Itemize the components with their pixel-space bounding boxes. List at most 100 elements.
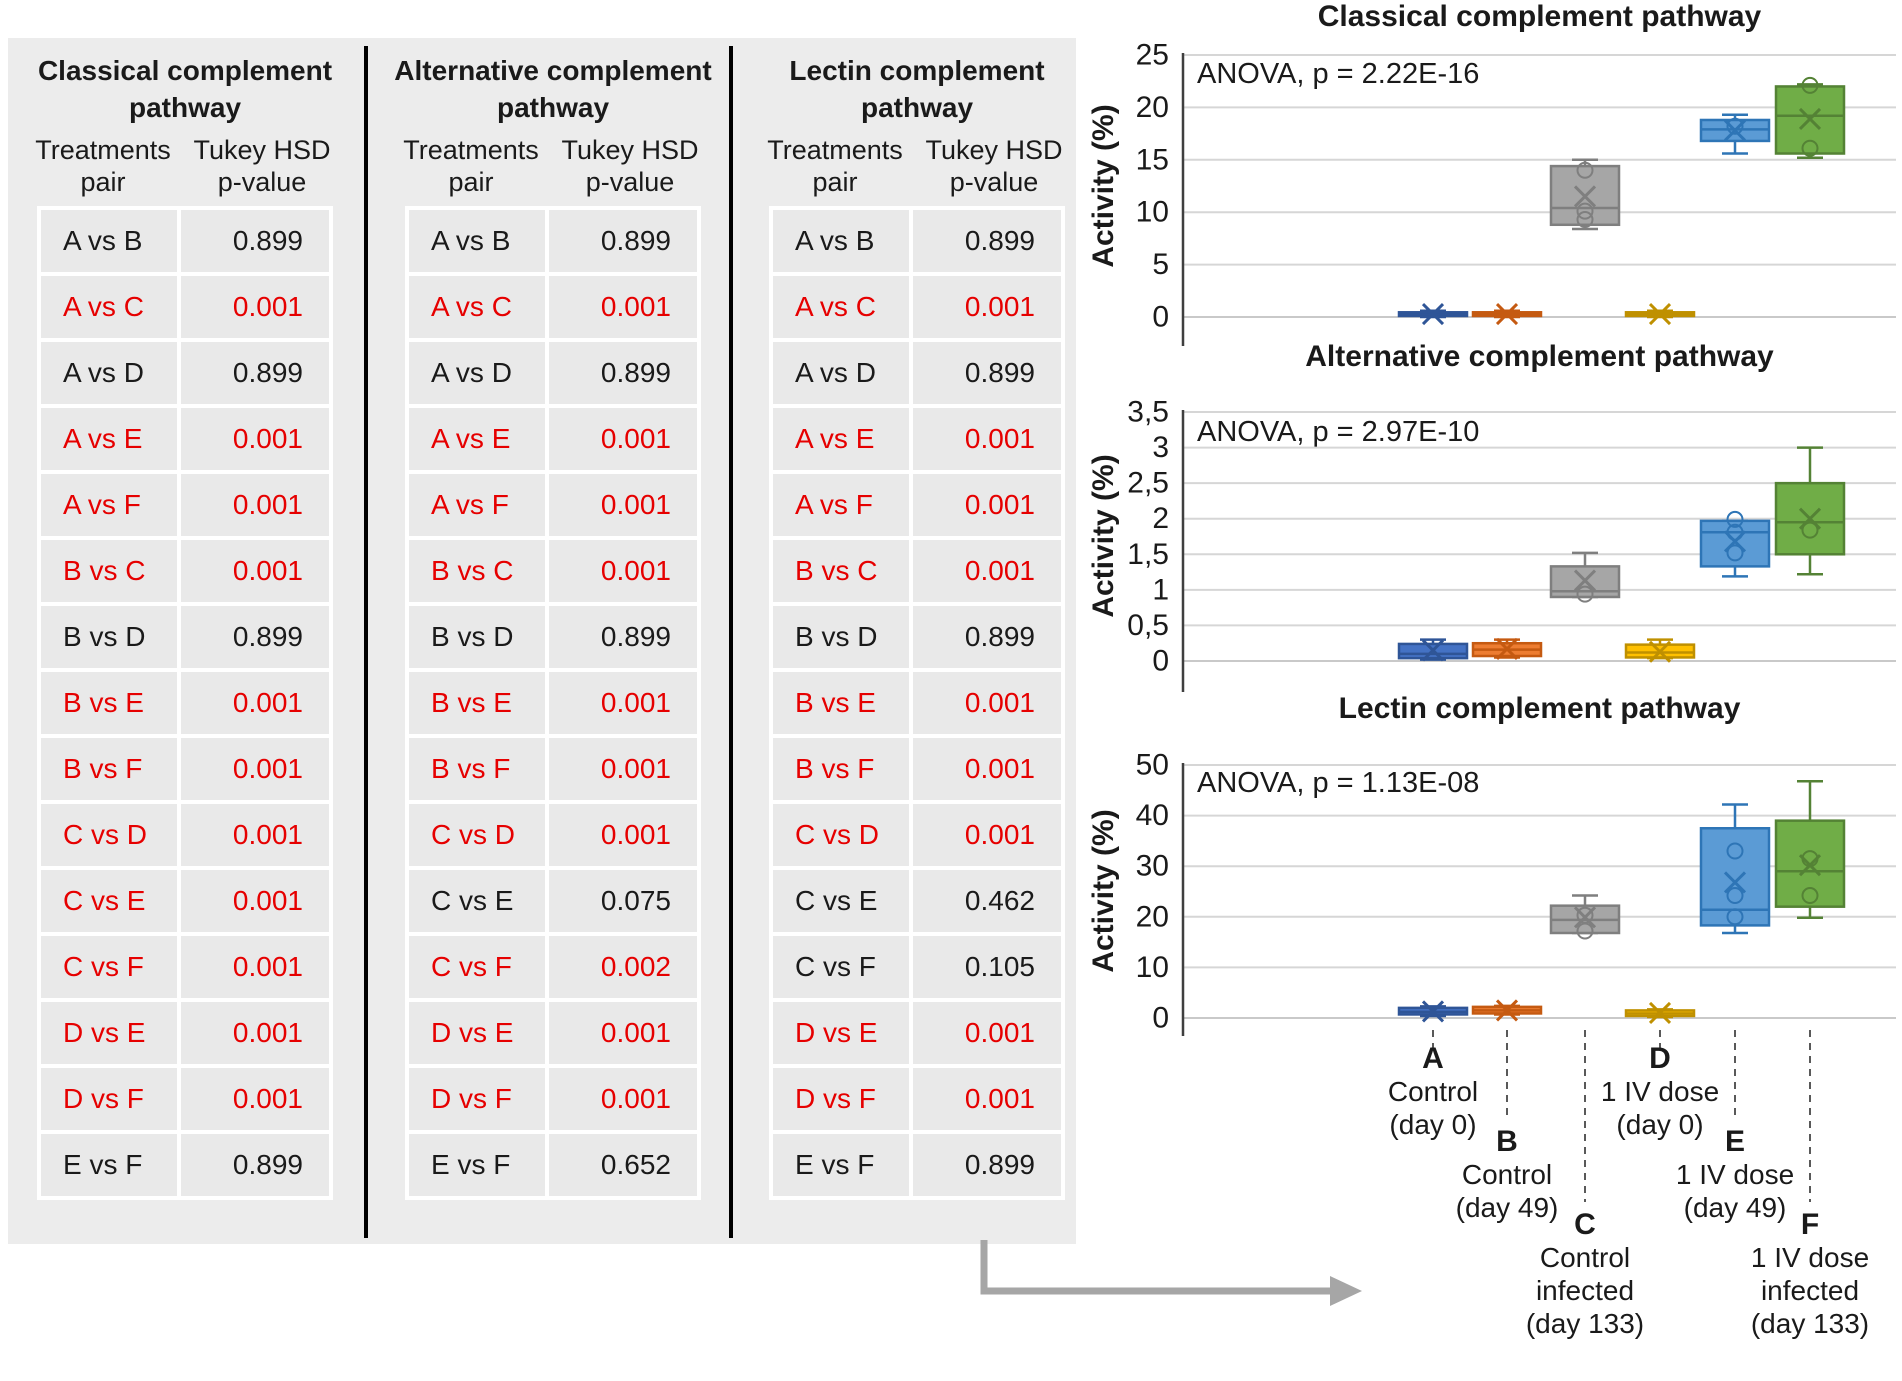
y-tick-label: 40 <box>1136 799 1169 832</box>
arrow-line <box>980 1240 1330 1295</box>
box-C <box>1549 551 1621 603</box>
group-label-line: (day 133) <box>1525 1308 1645 1339</box>
group-label-line: (day 0) <box>1389 1109 1477 1140</box>
column-header-pair: Treatments pair <box>35 135 171 197</box>
table-header: Treatments pair Tukey HSD p-value <box>20 134 350 198</box>
pvalue-cell: 0.899 <box>181 606 329 668</box>
pvalue-cell: 0.001 <box>181 1068 329 1130</box>
box-rect <box>1624 643 1696 659</box>
outlier-point <box>1726 117 1744 135</box>
anova-text-lectin: ANOVA, p = 1.13E-08 <box>1197 767 1480 799</box>
group-label-line: (day 0) <box>1616 1109 1704 1140</box>
box-rect <box>1624 311 1696 318</box>
pvalue-cell: 0.899 <box>913 606 1061 668</box>
box-D <box>1624 1001 1696 1025</box>
pvalue-cell: 0.001 <box>913 408 1061 470</box>
y-tick-label: 20 <box>1136 900 1169 933</box>
pair-cell: B vs D <box>409 606 545 668</box>
box-A <box>1397 303 1469 326</box>
box-rect <box>1397 1006 1469 1016</box>
mean-marker <box>1723 871 1747 894</box>
table-divider <box>364 46 368 1238</box>
pair-cell: C vs F <box>409 936 545 998</box>
pvalue-cell: 0.001 <box>181 408 329 470</box>
group-label-line: infected <box>1535 1275 1635 1306</box>
pvalue-cell: 0.899 <box>549 342 697 404</box>
column-header-pvalue: Tukey HSD p-value <box>925 135 1063 197</box>
outlier-point <box>1576 161 1594 179</box>
pvalue-cell: 0.899 <box>549 606 697 668</box>
pvalue-cell: 0.001 <box>913 804 1061 866</box>
column-header-pair: Treatments pair <box>767 135 903 197</box>
pvalue-cell: 0.001 <box>913 474 1061 536</box>
outlier-point <box>1576 202 1594 220</box>
pair-cell: B vs E <box>41 672 177 734</box>
pair-cell: A vs F <box>41 474 177 536</box>
pair-cell: C vs D <box>41 804 177 866</box>
table-lectin: Lectin complement pathway Treatments pai… <box>752 48 1082 1200</box>
y-tick-label: 25 <box>1136 39 1169 72</box>
group-label-line: (day 133) <box>1750 1308 1870 1339</box>
pair-cell: D vs F <box>409 1068 545 1130</box>
pvalue-cell: 0.899 <box>181 1134 329 1196</box>
mean-marker <box>1421 1000 1445 1023</box>
outlier-point <box>1576 906 1594 924</box>
table-header: Treatments pair Tukey HSD p-value <box>388 134 718 198</box>
pair-cell: D vs F <box>773 1068 909 1130</box>
outlier-point <box>1726 510 1744 528</box>
mean-marker <box>1798 854 1822 877</box>
y-tick-label: 50 <box>1136 749 1169 782</box>
pair-cell: C vs E <box>409 870 545 932</box>
box-B <box>1471 303 1543 326</box>
mean-marker <box>1723 871 1747 894</box>
pair-cell: B vs F <box>773 738 909 800</box>
y-tick-label: 0 <box>1152 645 1169 678</box>
y-tick-label: 15 <box>1136 143 1169 176</box>
pvalue-cell: 0.001 <box>181 1002 329 1064</box>
box-rect <box>1549 565 1621 599</box>
mean-marker <box>1723 119 1747 142</box>
group-label-line: (day 49) <box>1683 1192 1787 1223</box>
pair-cell: B vs E <box>773 672 909 734</box>
box-rect <box>1471 641 1543 658</box>
pair-cell: E vs F <box>773 1134 909 1196</box>
box-E <box>1699 510 1771 578</box>
anova-text-alternative: ANOVA, p = 2.97E-10 <box>1197 416 1480 448</box>
group-letter: F <box>1800 1208 1820 1241</box>
y-tick-label: 5 <box>1152 248 1169 281</box>
box-A <box>1397 638 1469 662</box>
box-A <box>1397 1000 1469 1023</box>
pvalue-cell: 0.001 <box>549 1068 697 1130</box>
pvalue-cell: 0.001 <box>549 540 697 602</box>
box-B <box>1471 637 1543 660</box>
group-letter: E <box>1724 1125 1745 1158</box>
box-C <box>1549 158 1621 231</box>
column-header-pair: Treatments pair <box>403 135 539 197</box>
pvalue-cell: 0.001 <box>913 672 1061 734</box>
outlier-point <box>1576 211 1594 229</box>
y-tick-label: 20 <box>1136 91 1169 124</box>
pair-cell: D vs F <box>41 1068 177 1130</box>
mean-marker <box>1573 906 1597 929</box>
outlier-point <box>1726 544 1744 562</box>
pair-cell: A vs C <box>409 276 545 338</box>
group-letter: D <box>1649 1042 1671 1075</box>
pair-cell: C vs F <box>41 936 177 998</box>
mean-marker <box>1573 569 1597 592</box>
pair-cell: B vs D <box>41 606 177 668</box>
y-tick-label: 10 <box>1136 196 1169 229</box>
mean-marker <box>1421 303 1445 326</box>
pvalue-cell: 0.899 <box>913 1134 1061 1196</box>
box-rect <box>1397 311 1469 318</box>
mean-marker <box>1648 1001 1672 1025</box>
column-header-pvalue: Tukey HSD p-value <box>193 135 331 197</box>
box-D <box>1624 303 1696 326</box>
pvalue-cell: 0.001 <box>549 738 697 800</box>
pvalue-cell: 0.001 <box>549 474 697 536</box>
group-label-line: 1 IV dose <box>1600 1076 1720 1107</box>
pvalue-cell: 0.001 <box>913 1068 1061 1130</box>
